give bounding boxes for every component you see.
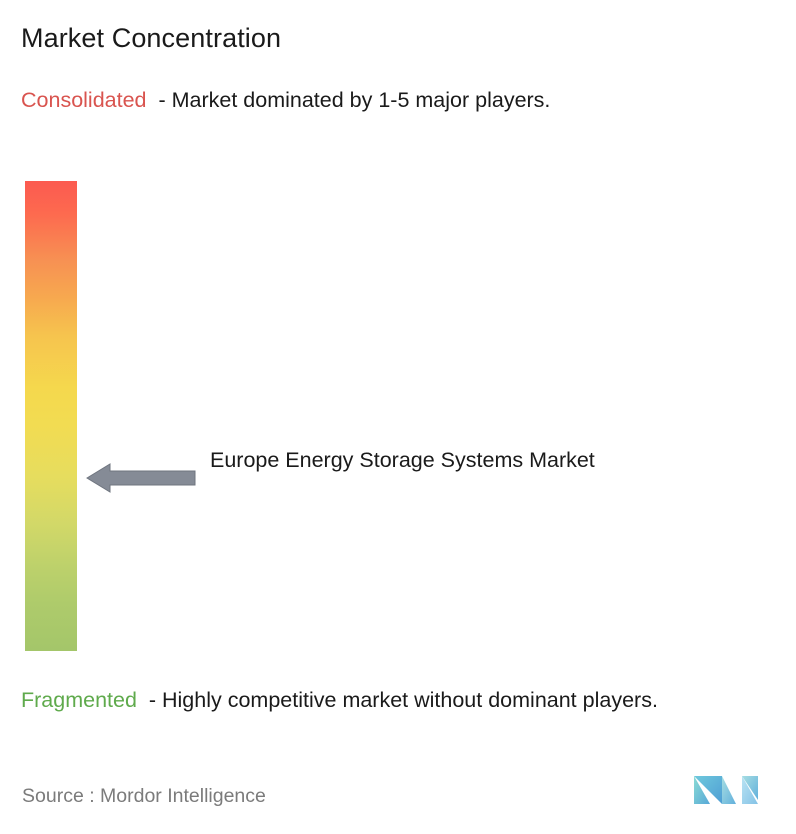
legend-spacer-top (147, 88, 159, 112)
callout-label: Europe Energy Storage Systems Market (210, 443, 630, 478)
market-position-callout: Europe Energy Storage Systems Market (86, 443, 686, 513)
callout-label-text: Europe Energy Storage Systems Market (210, 448, 595, 472)
page-title: Market Concentration (21, 23, 282, 53)
source-attribution: Source : Mordor Intelligence (22, 785, 266, 807)
legend-term-fragmented: Fragmented (21, 688, 137, 712)
mordor-intelligence-logo (692, 772, 764, 812)
legend-fragmented: Fragmented - Highly competitive market w… (21, 685, 786, 716)
legend-description-fragmented: - Highly competitive market without domi… (148, 688, 658, 712)
legend-spacer-bottom (137, 688, 149, 712)
legend-consolidated: Consolidated - Market dominated by 1-5 m… (21, 85, 761, 116)
concentration-gradient-bar (25, 181, 77, 651)
left-arrow-icon (86, 461, 196, 495)
legend-term-consolidated: Consolidated (21, 88, 147, 112)
legend-description-consolidated: - Market dominated by 1-5 major players. (158, 88, 551, 112)
